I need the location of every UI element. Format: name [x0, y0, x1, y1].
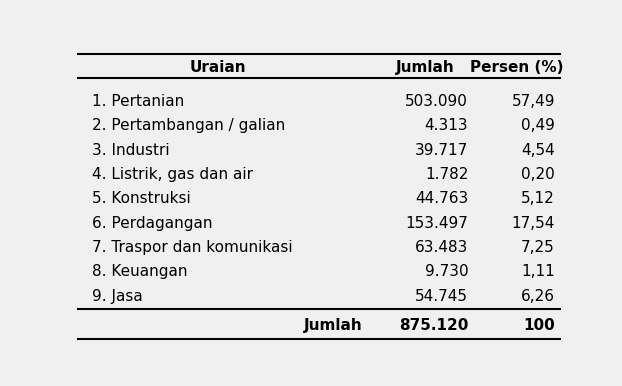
Text: 153.497: 153.497: [406, 216, 468, 231]
Text: 39.717: 39.717: [415, 142, 468, 157]
Text: 1. Pertanian: 1. Pertanian: [92, 94, 185, 109]
Text: 7,25: 7,25: [521, 240, 555, 255]
Text: Persen (%): Persen (%): [470, 59, 563, 74]
Text: 44.763: 44.763: [415, 191, 468, 206]
Text: 54.745: 54.745: [415, 289, 468, 304]
Text: 17,54: 17,54: [512, 216, 555, 231]
Text: 100: 100: [523, 318, 555, 333]
Text: 1.782: 1.782: [425, 167, 468, 182]
Text: 3. Industri: 3. Industri: [92, 142, 170, 157]
Text: 0,49: 0,49: [521, 118, 555, 133]
Text: 9.730: 9.730: [425, 264, 468, 279]
Text: 0,20: 0,20: [521, 167, 555, 182]
Text: Jumlah: Jumlah: [304, 318, 362, 333]
Text: 63.483: 63.483: [415, 240, 468, 255]
Text: 4,54: 4,54: [521, 142, 555, 157]
Text: 1,11: 1,11: [521, 264, 555, 279]
Text: 5. Konstruksi: 5. Konstruksi: [92, 191, 191, 206]
Text: 6,26: 6,26: [521, 289, 555, 304]
Text: Uraian: Uraian: [189, 59, 246, 74]
Text: 2. Pertambangan / galian: 2. Pertambangan / galian: [92, 118, 285, 133]
Text: 57,49: 57,49: [511, 94, 555, 109]
Text: 9. Jasa: 9. Jasa: [92, 289, 143, 304]
Text: Jumlah: Jumlah: [396, 59, 454, 74]
Text: 4. Listrik, gas dan air: 4. Listrik, gas dan air: [92, 167, 253, 182]
Text: 875.120: 875.120: [399, 318, 468, 333]
Text: 6. Perdagangan: 6. Perdagangan: [92, 216, 213, 231]
Text: 7. Traspor dan komunikasi: 7. Traspor dan komunikasi: [92, 240, 293, 255]
Text: 5,12: 5,12: [521, 191, 555, 206]
Text: 503.090: 503.090: [406, 94, 468, 109]
Text: 8. Keuangan: 8. Keuangan: [92, 264, 188, 279]
Text: 4.313: 4.313: [425, 118, 468, 133]
